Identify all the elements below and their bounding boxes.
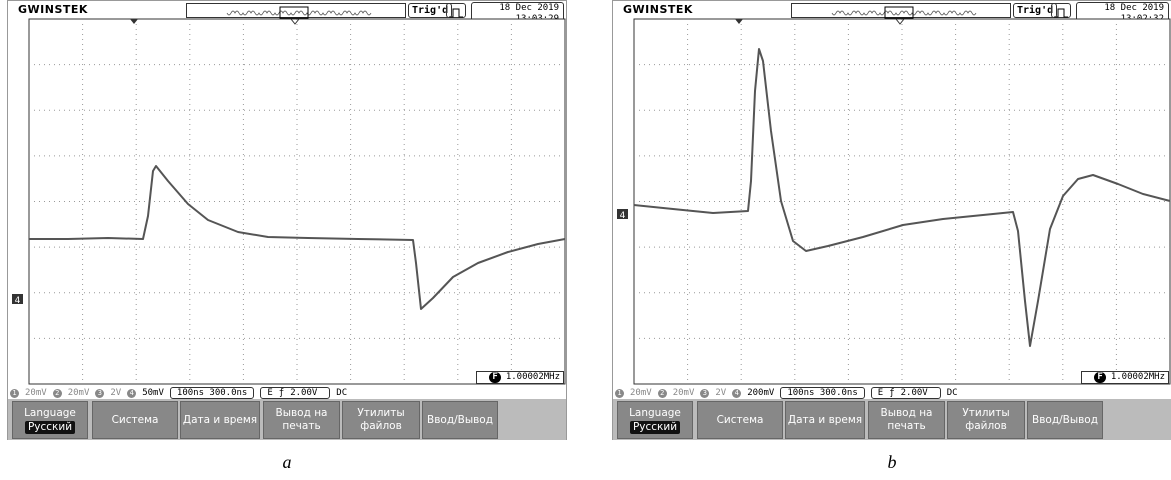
ground-marker: 4 bbox=[620, 211, 626, 221]
language-value: Русский bbox=[25, 421, 75, 434]
menu-button[interactable]: Ввод/Вывод bbox=[1027, 401, 1103, 439]
trigger-slope: ƒ bbox=[889, 388, 894, 398]
frequency-readout: F 1.00002MHz bbox=[476, 371, 564, 384]
menu-label: Вывод на печать bbox=[264, 407, 339, 433]
menu-label: Ввод/Вывод bbox=[1032, 414, 1098, 427]
menu-label: Language bbox=[629, 407, 681, 420]
menu-label: Утилиты файлов bbox=[343, 407, 419, 433]
menu-label: Система bbox=[112, 414, 159, 427]
menu-button[interactable]: Утилиты файлов bbox=[947, 401, 1025, 439]
trigger-slope: ƒ bbox=[279, 388, 284, 398]
frequency: 1.00002MHz bbox=[506, 372, 560, 382]
channel-scale: 20mV bbox=[630, 388, 652, 398]
menu-button[interactable]: Дата и время bbox=[180, 401, 260, 439]
caption: b bbox=[612, 452, 1171, 473]
menu-label: Утилиты файлов bbox=[948, 407, 1024, 433]
frequency-readout: F 1.00002MHz bbox=[1081, 371, 1169, 384]
channel-scale: 2V bbox=[110, 388, 121, 398]
channel-scale: 20mV bbox=[673, 388, 695, 398]
timebase-box: 100ns 300.0ns bbox=[780, 387, 864, 399]
channel-number: 3 bbox=[95, 389, 104, 398]
timebase-box: 100ns 300.0ns bbox=[170, 387, 254, 399]
trigger-source: E bbox=[267, 388, 272, 398]
menu-button[interactable]: Дата и время bbox=[785, 401, 865, 439]
menu-button[interactable]: Ввод/Вывод bbox=[422, 401, 498, 439]
waveform-display: 4 bbox=[613, 1, 1171, 387]
menu-button[interactable]: Вывод на печать bbox=[263, 401, 340, 439]
language-value: Русский bbox=[630, 421, 680, 434]
menu-button[interactable]: Система bbox=[697, 401, 783, 439]
trigger-level: 2.00V bbox=[901, 388, 928, 398]
trigger-level: 2.00V bbox=[290, 388, 317, 398]
menu-label: Система bbox=[717, 414, 764, 427]
trigger-coupling: DC bbox=[336, 388, 347, 398]
channel-number: 2 bbox=[658, 389, 667, 398]
caption: a bbox=[7, 452, 567, 473]
menu-label: Дата и время bbox=[788, 414, 862, 427]
channel-scale: 50mV bbox=[142, 388, 164, 398]
ground-marker: 4 bbox=[15, 296, 21, 306]
menu-button[interactable]: Вывод на печать bbox=[868, 401, 945, 439]
waveform-display: 4 bbox=[8, 1, 568, 387]
channel-scale: 2V bbox=[715, 388, 726, 398]
frequency: 1.00002MHz bbox=[1111, 372, 1165, 382]
menu-label: Language bbox=[24, 407, 76, 420]
timebase: 100ns bbox=[177, 388, 204, 398]
channel-scale: 200mV bbox=[747, 388, 774, 398]
trigger-coupling: DC bbox=[947, 388, 958, 398]
horizontal-position: 300.0ns bbox=[820, 388, 858, 398]
channel-number: 4 bbox=[732, 389, 741, 398]
channel-number: 1 bbox=[10, 389, 19, 398]
channel-scale: 20mV bbox=[68, 388, 90, 398]
channel-number: 3 bbox=[700, 389, 709, 398]
menu-button[interactable]: Система bbox=[92, 401, 178, 439]
channel-number: 2 bbox=[53, 389, 62, 398]
frequency-badge: F bbox=[489, 372, 500, 383]
page: (() => { const data = JSON.parse(documen… bbox=[0, 0, 1171, 480]
channel-number: 1 bbox=[615, 389, 624, 398]
menu-label: Ввод/Вывод bbox=[427, 414, 493, 427]
menu-label: Дата и время bbox=[183, 414, 257, 427]
frequency-badge: F bbox=[1094, 372, 1105, 383]
trigger-source: E bbox=[878, 388, 883, 398]
timebase: 100ns bbox=[787, 388, 814, 398]
horizontal-position: 300.0ns bbox=[209, 388, 247, 398]
channel-scale: 20mV bbox=[25, 388, 47, 398]
menu-button[interactable]: Утилиты файлов bbox=[342, 401, 420, 439]
channel-number: 4 bbox=[127, 389, 136, 398]
menu-label: Вывод на печать bbox=[869, 407, 944, 433]
